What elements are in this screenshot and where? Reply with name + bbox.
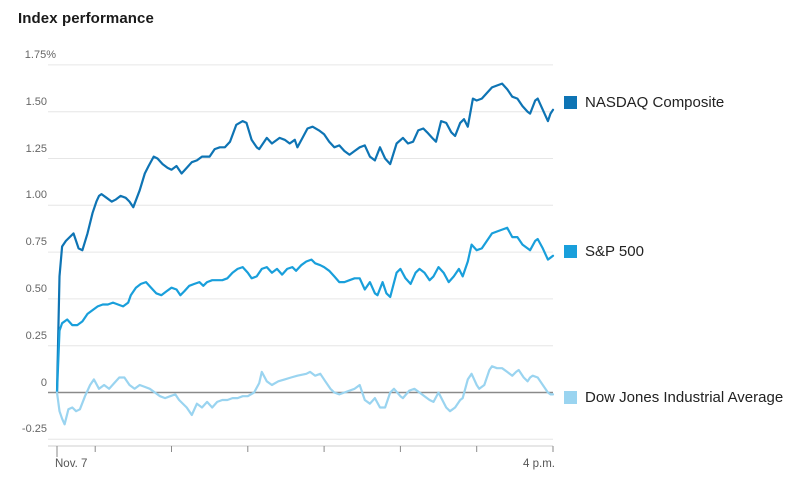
legend-swatch-icon: [564, 96, 577, 109]
series-line-sp500: [55, 226, 555, 394]
legend-swatch-icon: [564, 245, 577, 258]
legend-item-nasdaq: NASDAQ Composite: [564, 94, 724, 111]
y-axis-label: 0.75: [25, 236, 47, 249]
x-axis-label-start: Nov. 7: [55, 458, 88, 470]
legend-label: S&P 500: [585, 243, 644, 260]
legend-label: NASDAQ Composite: [585, 94, 725, 111]
y-axis-label: 1.00: [25, 189, 47, 202]
x-axis-label-end: 4 p.m.: [523, 458, 555, 470]
y-axis-label: 0.25: [25, 329, 47, 342]
legend-item-sp500: S&P 500: [564, 243, 644, 260]
y-axis-label: 1.25: [25, 142, 47, 155]
chart-title: Index performance: [18, 10, 154, 27]
series-line-dow: [55, 365, 555, 426]
series-line-nasdaq: [55, 82, 555, 394]
y-axis-label: 1.75%: [24, 48, 56, 61]
legend-swatch-icon: [564, 391, 577, 404]
y-axis-label: 0.50: [25, 282, 47, 295]
legend-item-dow: Dow Jones Industrial Average: [564, 389, 783, 406]
y-axis-label: 0: [40, 376, 47, 389]
y-axis-label: -0.25: [21, 423, 47, 436]
y-axis-label: 1.50: [25, 95, 47, 108]
legend-label: Dow Jones Industrial Average: [585, 389, 784, 406]
